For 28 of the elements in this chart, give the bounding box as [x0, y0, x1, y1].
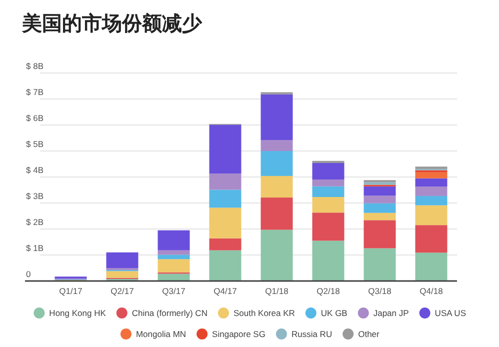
legend-label: Other	[358, 329, 380, 339]
x-tick-label: Q2/18	[316, 286, 340, 296]
y-tick-label: $ 6B	[26, 113, 44, 123]
x-tick-label: Q3/18	[368, 286, 392, 296]
x-tick-label: Q2/17	[110, 286, 134, 296]
y-tick-label: $ 7B	[26, 87, 44, 97]
y-tick-label: $ 4B	[26, 165, 44, 175]
y-tick-label: $ 1B	[26, 243, 44, 253]
legend-label: USA US	[434, 308, 466, 318]
legend-label: Hong Kong HK	[49, 308, 106, 318]
x-tick-label: Q3/17	[162, 286, 186, 296]
x-tick-label: Q1/17	[59, 286, 83, 296]
legend-label: Mongolia MN	[136, 329, 186, 339]
y-tick-label: $ 5B	[26, 139, 44, 149]
legend-label: Singapore SG	[212, 329, 266, 339]
legend-label: UK GB	[320, 308, 348, 318]
legend-label: South Korea KR	[233, 308, 295, 318]
chart-title: 美国的市场份额减少	[21, 12, 203, 35]
y-tick-label: $ 8B	[26, 61, 44, 71]
legend-label: Japan JP	[373, 308, 410, 318]
x-tick-label: Q4/18	[420, 286, 444, 296]
x-tick-label: Q1/18	[265, 286, 289, 296]
legend-label: Russia RU	[291, 329, 332, 339]
y-tick-label: $ 2B	[26, 217, 44, 227]
legend-label: China (formerly) CN	[132, 308, 208, 318]
x-tick-label: Q4/17	[214, 286, 238, 296]
y-tick-label: 0	[26, 269, 31, 279]
y-tick-label: $ 3B	[26, 191, 44, 201]
